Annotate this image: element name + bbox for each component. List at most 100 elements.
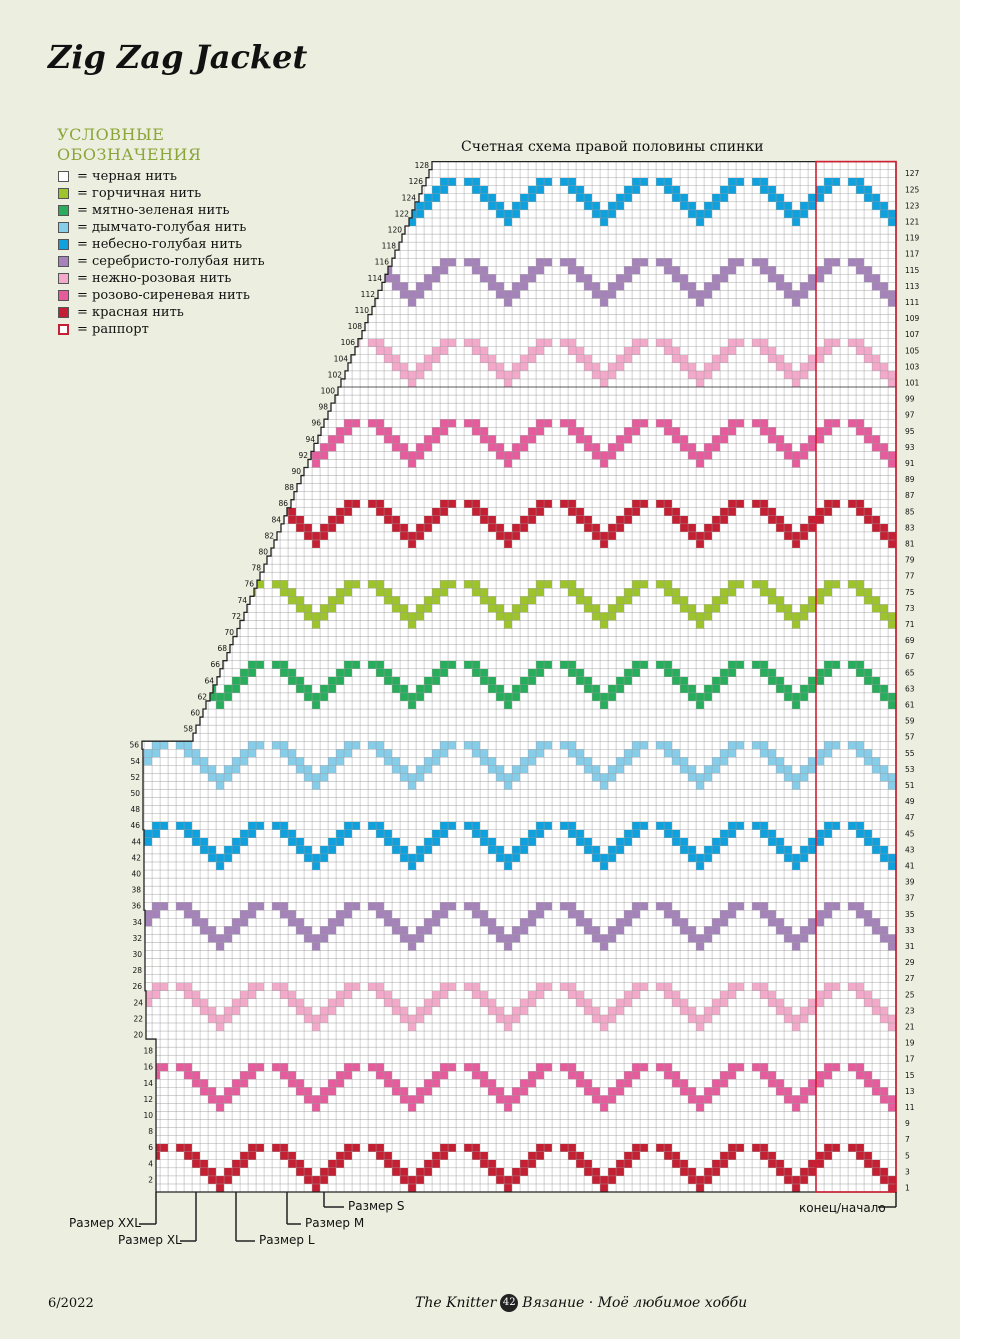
stitch-cell (591, 958, 601, 967)
stitch-cell (263, 861, 273, 871)
stitch-cell (847, 1038, 857, 1048)
stitch-cell (871, 1030, 881, 1040)
stitch-cell (351, 1167, 361, 1177)
stitch-cell (279, 1014, 289, 1024)
stitch-cell (751, 1111, 761, 1120)
stitch-cell (535, 966, 545, 975)
stitch-cell (423, 958, 433, 967)
stitch-cell (687, 982, 697, 991)
stitch-cell (167, 1079, 177, 1088)
stitch-cell (423, 966, 433, 975)
stitch-cell (407, 998, 417, 1008)
stitch-cell (151, 1014, 161, 1024)
stitch-cell (327, 1167, 337, 1177)
stitch-cell (511, 853, 521, 863)
stitch-cell (863, 1046, 873, 1056)
stitch-cell (535, 998, 545, 1008)
stitch-cell (215, 902, 225, 911)
stitch-cell (175, 958, 185, 967)
stitch-cell (439, 1159, 449, 1169)
stitch-cell (183, 869, 193, 879)
stitch-cell (167, 781, 177, 790)
stitch-cell (191, 1135, 201, 1144)
stitch-cell (879, 1119, 889, 1128)
stitch-cell (175, 1063, 185, 1072)
stitch-cell (639, 1046, 649, 1056)
stitch-cell (159, 893, 169, 903)
stitch-cell (647, 789, 657, 798)
stitch-cell (719, 893, 729, 903)
stitch-cell (695, 926, 705, 935)
stitch-cell (799, 1159, 809, 1169)
stitch-cell (311, 853, 321, 863)
stitch-cell (375, 885, 385, 895)
stitch-cell (399, 781, 409, 790)
stitch-cell (591, 829, 601, 838)
stitch-cell (767, 829, 777, 838)
stitch-cell (687, 990, 697, 999)
stitch-cell (295, 797, 305, 806)
stitch-cell (215, 1111, 225, 1120)
stitch-cell (143, 805, 153, 814)
stitch-cell (359, 813, 369, 822)
stitch-cell (695, 805, 705, 814)
stitch-cell (311, 1079, 321, 1088)
stitch-cell (423, 990, 433, 999)
stitch-cell (455, 1014, 465, 1024)
stitch-cell (671, 1079, 681, 1088)
stitch-cell (855, 1038, 865, 1048)
stitch-cell (791, 1079, 801, 1088)
stitch-cell (551, 773, 561, 782)
stitch-cell (343, 837, 353, 847)
stitch-cell (367, 1038, 377, 1048)
stitch-cell (767, 902, 777, 911)
stitch-cell (823, 1006, 833, 1016)
stitch-cell (263, 926, 273, 935)
stitch-cell (623, 1038, 633, 1048)
stitch-cell (703, 1159, 713, 1169)
stitch-cell (423, 1006, 433, 1016)
stitch-cell (199, 1175, 209, 1185)
stitch-cell (399, 773, 409, 782)
stitch-cell (271, 1063, 281, 1072)
stitch-cell (535, 1143, 545, 1152)
stitch-cell (655, 837, 665, 847)
stitch-cell (871, 926, 881, 935)
stitch-cell (223, 1143, 233, 1152)
stitch-cell (247, 885, 257, 895)
stitch-cell (759, 1014, 769, 1024)
stitch-cell (567, 1175, 577, 1185)
stitch-cell (727, 893, 737, 903)
stitch-cell (751, 966, 761, 975)
stitch-cell (511, 966, 521, 975)
stitch-cell (391, 781, 401, 790)
stitch-cell (871, 950, 881, 959)
stitch-cell (767, 934, 777, 943)
stitch-cell (871, 1103, 881, 1112)
stitch-cell (847, 1143, 857, 1152)
stitch-cell (287, 1087, 297, 1096)
stitch-cell (327, 1071, 337, 1080)
stitch-cell (383, 813, 393, 822)
stitch-cell (575, 829, 585, 838)
stitch-cell (295, 789, 305, 798)
stitch-cell (719, 845, 729, 855)
stitch-cell (735, 797, 745, 806)
stitch-cell (591, 1022, 601, 1032)
stitch-cell (847, 974, 857, 983)
stitch-cell (815, 1071, 825, 1080)
stitch-cell (375, 1167, 385, 1177)
stitch-cell (295, 934, 305, 943)
stitch-cell (799, 926, 809, 935)
stitch-cell (255, 1183, 265, 1193)
stitch-cell (575, 1054, 585, 1064)
stitch-cell (735, 1167, 745, 1177)
stitch-cell (151, 934, 161, 943)
stitch-cell (471, 1103, 481, 1112)
stitch-cell (599, 942, 609, 951)
stitch-cell (159, 1046, 169, 1056)
stitch-cell (239, 1022, 249, 1032)
stitch-cell (383, 789, 393, 798)
stitch-cell (343, 974, 353, 983)
stitch-cell (695, 942, 705, 951)
